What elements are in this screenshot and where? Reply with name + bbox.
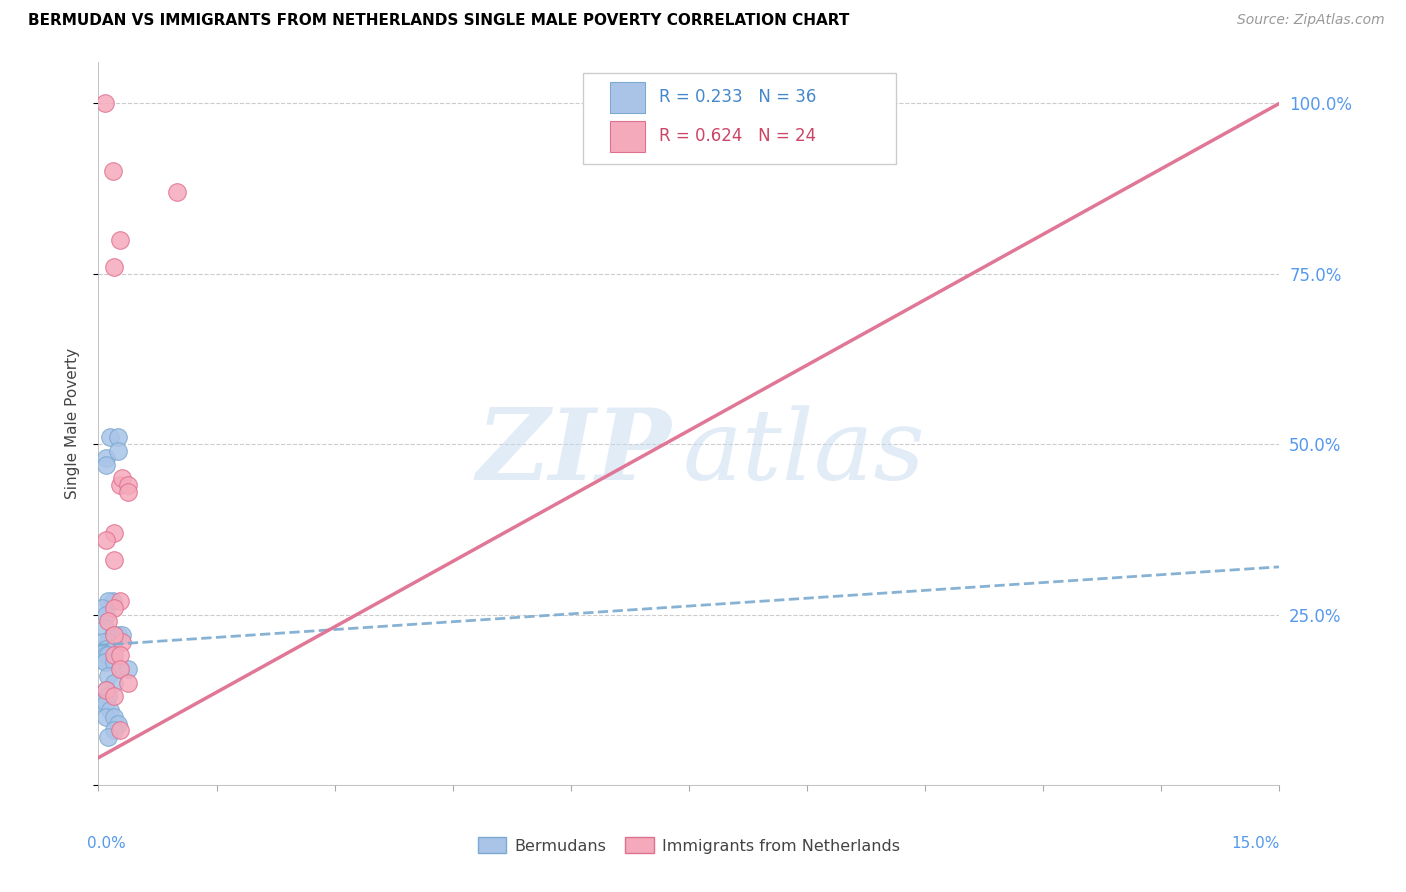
Point xyxy=(103,648,125,663)
Text: Source: ZipAtlas.com: Source: ZipAtlas.com xyxy=(1237,13,1385,28)
Point xyxy=(117,478,139,492)
Point xyxy=(107,430,129,444)
Point xyxy=(101,594,124,608)
Point xyxy=(166,185,188,199)
Point xyxy=(111,628,134,642)
Text: BERMUDAN VS IMMIGRANTS FROM NETHERLANDS SINGLE MALE POVERTY CORRELATION CHART: BERMUDAN VS IMMIGRANTS FROM NETHERLANDS … xyxy=(28,13,849,29)
Point xyxy=(97,615,120,629)
Point xyxy=(96,696,118,710)
Point xyxy=(91,696,114,710)
Point xyxy=(96,682,118,697)
FancyBboxPatch shape xyxy=(582,73,896,163)
Point xyxy=(97,690,120,704)
Point xyxy=(93,96,115,111)
Point xyxy=(96,607,118,622)
Point xyxy=(97,648,120,663)
Point xyxy=(111,635,134,649)
FancyBboxPatch shape xyxy=(610,121,645,152)
Y-axis label: Single Male Poverty: Single Male Poverty xyxy=(65,348,80,500)
Point xyxy=(103,628,125,642)
Point xyxy=(110,233,132,247)
Point xyxy=(101,164,124,178)
Point xyxy=(93,621,115,635)
Point xyxy=(103,600,125,615)
Point xyxy=(103,710,125,724)
Point xyxy=(91,635,114,649)
Text: atlas: atlas xyxy=(683,405,925,500)
Point xyxy=(117,484,139,499)
Point xyxy=(103,525,125,540)
Point xyxy=(103,655,125,669)
Point xyxy=(91,600,114,615)
Point xyxy=(110,662,132,676)
Point xyxy=(97,594,120,608)
Text: 0.0%: 0.0% xyxy=(87,836,125,851)
Point xyxy=(110,662,132,676)
Point xyxy=(96,458,118,472)
Point xyxy=(96,648,118,663)
Point xyxy=(117,662,139,676)
Point xyxy=(97,635,120,649)
Point xyxy=(117,675,139,690)
Point xyxy=(96,710,118,724)
Point xyxy=(103,641,125,656)
Point xyxy=(110,723,132,738)
Point xyxy=(107,628,129,642)
Text: R = 0.624   N = 24: R = 0.624 N = 24 xyxy=(659,128,817,145)
Point xyxy=(110,478,132,492)
Point xyxy=(96,682,118,697)
Legend: Bermudans, Immigrants from Netherlands: Bermudans, Immigrants from Netherlands xyxy=(471,830,907,860)
Point xyxy=(96,641,118,656)
Point xyxy=(110,648,132,663)
Point xyxy=(96,533,118,547)
Text: 15.0%: 15.0% xyxy=(1232,836,1279,851)
Point xyxy=(103,260,125,274)
Point xyxy=(103,723,125,738)
Point xyxy=(111,471,134,485)
Point xyxy=(96,450,118,465)
Point xyxy=(110,594,132,608)
Point xyxy=(93,655,115,669)
Point xyxy=(103,675,125,690)
FancyBboxPatch shape xyxy=(610,82,645,112)
Point xyxy=(107,716,129,731)
Point xyxy=(101,628,124,642)
Point xyxy=(97,669,120,683)
Text: ZIP: ZIP xyxy=(477,404,671,500)
Point xyxy=(103,690,125,704)
Text: R = 0.233   N = 36: R = 0.233 N = 36 xyxy=(659,88,817,106)
Point xyxy=(98,430,121,444)
Point xyxy=(97,731,120,745)
Point xyxy=(107,444,129,458)
Point xyxy=(98,703,121,717)
Point xyxy=(96,655,118,669)
Point xyxy=(103,553,125,567)
